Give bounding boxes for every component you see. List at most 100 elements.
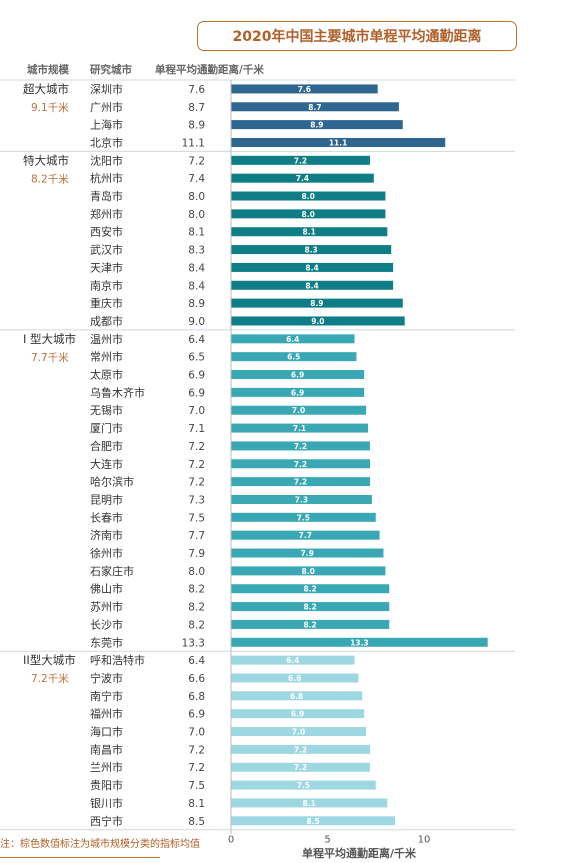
- group-name: I 型大城市: [23, 332, 76, 346]
- bar: [231, 744, 370, 754]
- bar: [231, 298, 403, 308]
- group-name: 超大城市: [23, 82, 69, 96]
- bar-data-label: 7.2: [294, 460, 307, 469]
- group-name: II型大城市: [23, 653, 76, 667]
- value-label: 6.8: [188, 691, 205, 703]
- bar: [231, 102, 399, 112]
- bar-data-label: 6.9: [291, 388, 304, 397]
- city-label: 长春市: [90, 510, 123, 524]
- bar-data-label: 8.0: [302, 567, 315, 576]
- city-label: 银川市: [90, 796, 123, 810]
- bar: [231, 477, 370, 487]
- value-label: 8.1: [188, 227, 205, 239]
- bar-data-label: 7.2: [294, 763, 307, 772]
- bar-data-label: 8.0: [302, 210, 315, 219]
- value-label: 6.9: [188, 709, 205, 721]
- bar: [231, 334, 355, 344]
- city-label: 海口市: [90, 725, 123, 739]
- bar: [231, 441, 370, 451]
- city-label: 西宁市: [90, 814, 123, 828]
- value-label: 7.0: [188, 405, 205, 417]
- value-label: 7.5: [188, 512, 205, 524]
- bar: [231, 137, 446, 147]
- value-label: 6.5: [188, 352, 205, 364]
- bar-data-label: 8.2: [303, 585, 316, 594]
- bar: [231, 280, 394, 290]
- city-label: 无锡市: [90, 403, 123, 417]
- city-label: 南京市: [90, 278, 123, 292]
- value-label: 7.2: [188, 441, 205, 453]
- value-label: 8.9: [188, 298, 205, 310]
- bar: [231, 423, 369, 433]
- city-label: 宁波市: [90, 671, 123, 685]
- value-label: 8.2: [188, 602, 205, 614]
- bar: [231, 673, 359, 683]
- value-label: 6.9: [188, 387, 205, 399]
- bar: [231, 762, 370, 772]
- bar: [231, 405, 367, 415]
- bar-data-label: 7.4: [296, 174, 309, 183]
- value-label: 7.7: [188, 530, 205, 542]
- bar-data-label: 6.9: [291, 371, 304, 380]
- city-label: 大连市: [90, 457, 123, 471]
- bar-data-label: 8.1: [303, 799, 316, 808]
- bar-data-label: 7.2: [294, 745, 307, 754]
- value-label: 7.6: [188, 84, 205, 96]
- value-label: 7.5: [188, 780, 205, 792]
- header-city: 研究城市: [90, 64, 132, 76]
- bar-data-label: 7.2: [294, 442, 307, 451]
- bar-data-label: 8.2: [303, 620, 316, 629]
- city-label: 重庆市: [90, 296, 123, 310]
- header-tier: 城市规模: [27, 64, 69, 76]
- bar-data-label: 6.6: [288, 674, 301, 683]
- bar: [231, 530, 380, 540]
- bar: [231, 619, 390, 629]
- city-label: 太原市: [90, 368, 123, 382]
- value-label: 7.1: [188, 423, 205, 435]
- group-mean-label: 7.2千米: [31, 672, 69, 685]
- city-label: 郑州市: [90, 207, 123, 221]
- city-label: 深圳市: [90, 82, 123, 96]
- city-label: 杭州市: [90, 171, 123, 185]
- bar: [231, 209, 386, 219]
- value-label: 6.9: [188, 370, 205, 382]
- bar-data-label: 7.7: [299, 531, 312, 540]
- bar-data-label: 13.3: [350, 638, 369, 647]
- value-label: 11.1: [182, 137, 205, 149]
- bar: [231, 548, 384, 558]
- bar: [231, 120, 403, 130]
- value-label: 7.2: [188, 155, 205, 167]
- bar-data-label: 6.8: [290, 692, 303, 701]
- value-label: 13.3: [182, 637, 205, 649]
- bar: [231, 727, 367, 737]
- city-label: 长沙市: [90, 617, 123, 631]
- city-label: 佛山市: [90, 582, 123, 596]
- city-label: 福州市: [90, 707, 123, 721]
- city-label: 南宁市: [90, 689, 123, 703]
- bar-data-label: 6.4: [286, 335, 299, 344]
- bar: [231, 780, 376, 790]
- city-label: 昆明市: [90, 492, 123, 506]
- bar: [231, 173, 374, 183]
- value-label: 6.4: [188, 655, 205, 667]
- bar-data-label: 11.1: [329, 138, 348, 147]
- value-label: 7.3: [188, 494, 205, 506]
- x-tick-label: 0: [228, 835, 234, 846]
- city-label: 东莞市: [90, 635, 123, 649]
- bar: [231, 316, 405, 326]
- group-name: 特大城市: [23, 153, 69, 167]
- bar-data-label: 8.2: [303, 603, 316, 612]
- value-label: 7.2: [188, 744, 205, 756]
- city-label: 上海市: [90, 118, 123, 132]
- value-label: 7.2: [188, 477, 205, 489]
- value-label: 7.2: [188, 762, 205, 774]
- bar: [231, 191, 386, 201]
- city-label: 合肥市: [90, 439, 123, 453]
- value-label: 8.9: [188, 120, 205, 132]
- bar-data-label: 8.3: [304, 246, 317, 255]
- x-tick-label: 5: [324, 835, 330, 846]
- city-label: 沈阳市: [90, 153, 123, 167]
- value-label: 8.2: [188, 619, 205, 631]
- city-label: 西安市: [90, 225, 123, 239]
